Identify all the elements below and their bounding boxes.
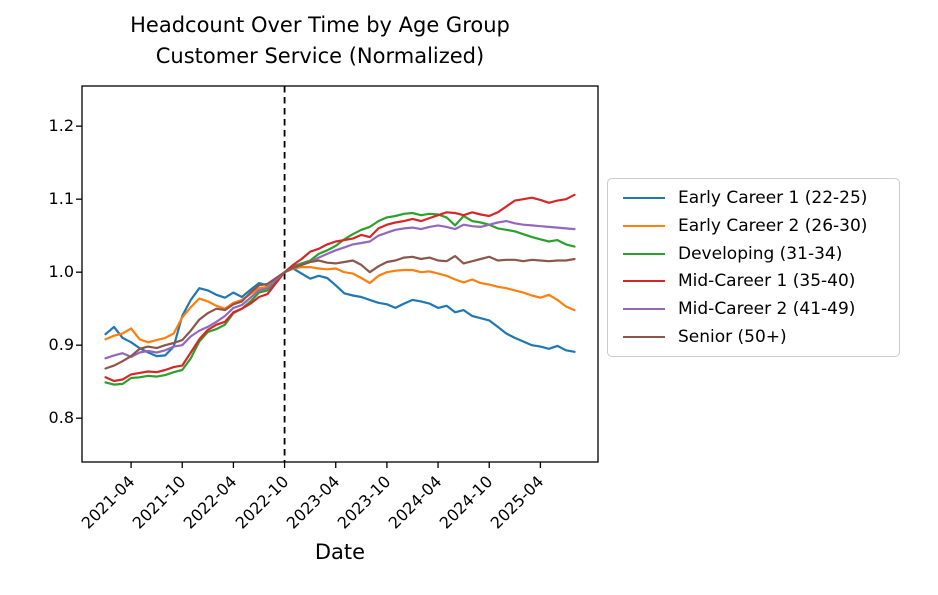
legend-item-early-career-2-26-30: Early Career 2 (26-30) xyxy=(618,212,889,239)
legend-item-mid-career-1-35-40: Mid-Career 1 (35-40) xyxy=(618,268,889,295)
legend: Early Career 1 (22-25) Early Career 2 (26… xyxy=(607,178,900,357)
legend-item-label: Early Career 1 (22-25) xyxy=(678,187,868,208)
series-line-mid-career-2-41-49 xyxy=(104,220,576,360)
series-line-senior-50 xyxy=(104,255,576,370)
legend-item-mid-career-2-41-49: Mid-Career 2 (41-49) xyxy=(618,296,889,323)
series-line-early-career-1-22-25 xyxy=(104,267,576,358)
legend-line-sample xyxy=(623,252,665,255)
legend-line-sample xyxy=(623,336,665,339)
legend-line-sample xyxy=(623,308,665,311)
legend-item-label: Developing (31-34) xyxy=(678,243,843,264)
chart-title-line2: Customer Service (Normalized) xyxy=(155,44,485,68)
series-line-developing-31-34 xyxy=(104,211,576,386)
legend-item-developing-31-34: Developing (31-34) xyxy=(618,240,889,267)
x-axis-label: Date xyxy=(314,540,366,564)
legend-item-label: Senior (50+) xyxy=(678,327,787,348)
legend-item-label: Mid-Career 1 (35-40) xyxy=(678,271,856,292)
chart-title-line1: Headcount Over Time by Age Group xyxy=(130,13,510,37)
series-line-early-career-2-26-30 xyxy=(104,266,576,344)
legend-item-label: Early Career 2 (26-30) xyxy=(678,215,868,236)
legend-line-sample xyxy=(623,224,665,227)
legend-item-label: Mid-Career 2 (41-49) xyxy=(678,299,856,320)
chart-title: Headcount Over Time by Age Group Custome… xyxy=(40,10,600,72)
axes-frame xyxy=(81,85,599,463)
legend-line-sample xyxy=(623,280,665,283)
legend-item-senior-50: Senior (50+) xyxy=(618,324,889,351)
series-line-mid-career-1-35-40 xyxy=(104,193,576,383)
legend-line-sample xyxy=(623,196,665,199)
legend-item-early-career-1-22-25: Early Career 1 (22-25) xyxy=(618,184,889,211)
